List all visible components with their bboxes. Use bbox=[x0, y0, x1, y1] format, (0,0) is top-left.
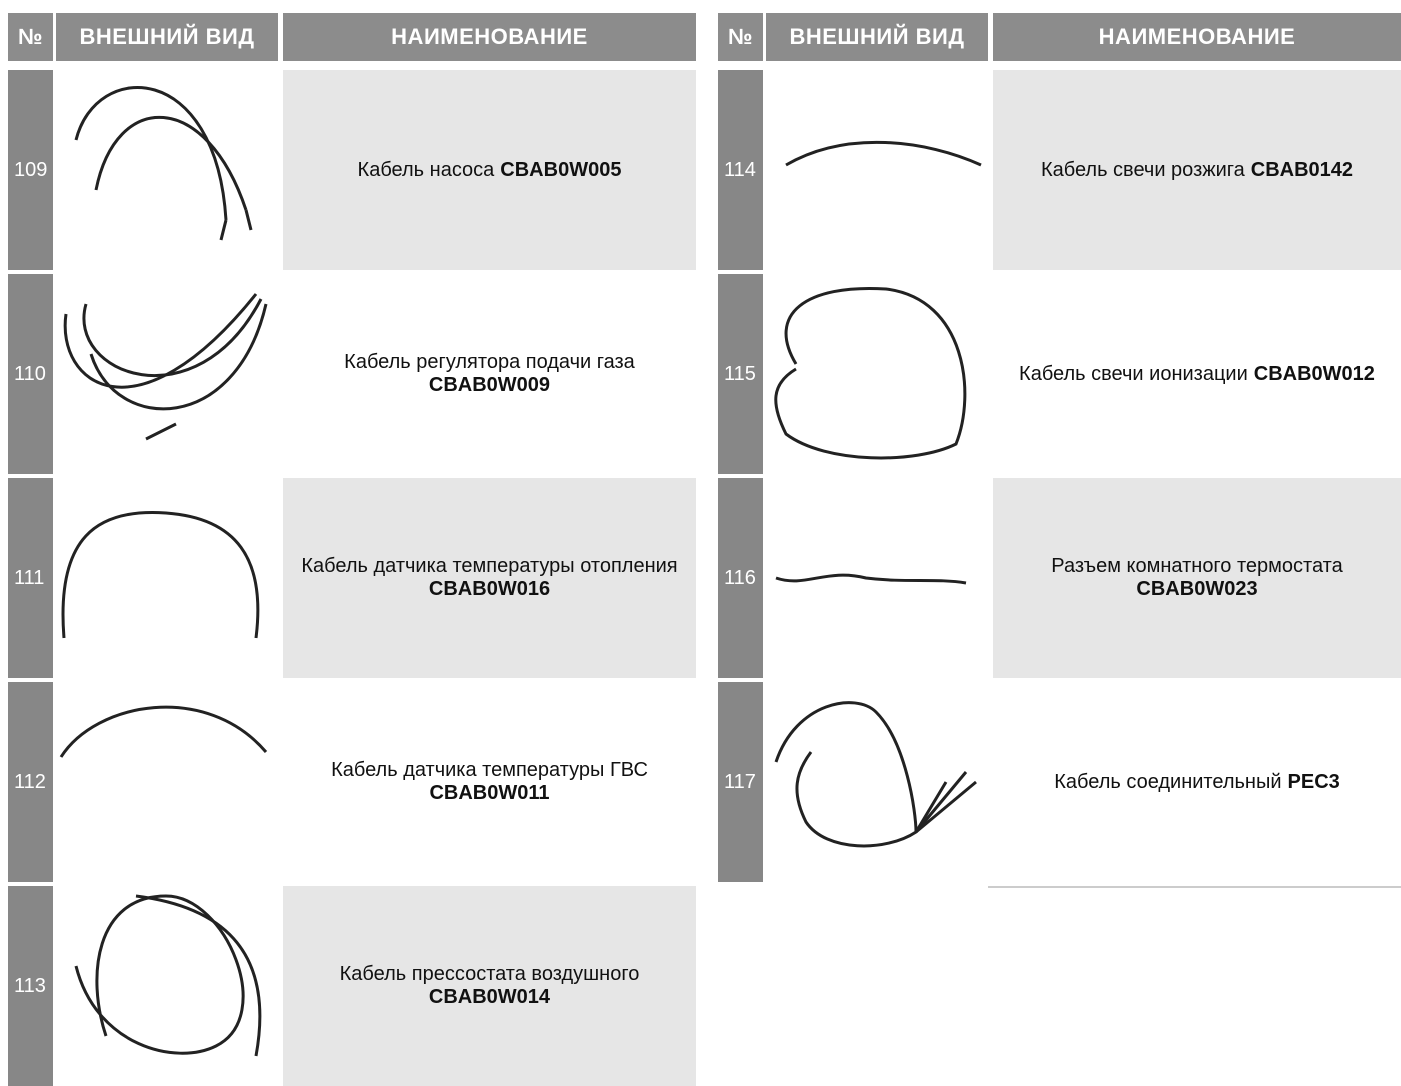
cable bbox=[915, 780, 977, 834]
cable bbox=[775, 573, 967, 585]
row-number: 110 bbox=[8, 274, 53, 474]
cable-drawing bbox=[74, 86, 253, 241]
product-image bbox=[766, 478, 988, 678]
product-image bbox=[766, 70, 988, 270]
name-text: Кабель насоса bbox=[357, 158, 495, 181]
cable bbox=[82, 298, 263, 377]
row-number: 113 bbox=[8, 886, 53, 1086]
cable-drawing bbox=[774, 701, 977, 848]
header-name: НАИМЕНОВАНИЕ bbox=[993, 13, 1401, 61]
row-number: 109 bbox=[8, 70, 53, 270]
product-image bbox=[56, 478, 278, 678]
name-text: Кабель датчика температуры отопления bbox=[301, 555, 678, 577]
header-appearance: ВНЕШНИЙ ВИД bbox=[766, 13, 988, 61]
cable-drawing bbox=[774, 286, 967, 460]
product-name-cell: Кабель насоса CBAB0W005 bbox=[283, 70, 696, 270]
row-number: 116 bbox=[718, 478, 763, 678]
name-text: Кабель свечи ионизации bbox=[1019, 362, 1248, 385]
cable bbox=[219, 219, 228, 241]
row-number: 115 bbox=[718, 274, 763, 474]
row-number: 111 bbox=[8, 478, 53, 678]
product-image bbox=[56, 274, 278, 474]
cable bbox=[785, 140, 982, 167]
header-name: НАИМЕНОВАНИЕ bbox=[283, 13, 696, 61]
cable-drawing bbox=[785, 140, 982, 167]
product-code: CBAB0142 bbox=[1250, 158, 1354, 181]
product-name-cell: Кабель соединительный PEC3 bbox=[993, 682, 1401, 882]
product-name-cell: Кабель регулятора подачи газа CBAB0W009 bbox=[283, 274, 696, 474]
product-image bbox=[766, 682, 988, 882]
product-image bbox=[766, 274, 988, 474]
name-text: Кабель соединительный bbox=[1054, 770, 1282, 793]
product-image bbox=[56, 70, 278, 270]
product-name: Кабель регулятора подачи газа CBAB0W009 bbox=[344, 351, 635, 397]
cable-drawing bbox=[63, 293, 268, 441]
product-image bbox=[56, 682, 278, 882]
product-code: CBAB0W009 bbox=[428, 374, 551, 396]
cable-drawing bbox=[74, 894, 262, 1057]
product-name-cell: Кабель прессостата воздушного CBAB0W014 bbox=[283, 886, 696, 1086]
cable bbox=[94, 116, 248, 211]
name-text: Кабель датчика температуры ГВС bbox=[331, 759, 648, 781]
name-text: Кабель регулятора подачи газа bbox=[344, 351, 635, 373]
product-name-cell: Кабель датчика температуры отопления CBAB… bbox=[283, 478, 696, 678]
cable bbox=[74, 894, 245, 1055]
cable bbox=[89, 303, 268, 411]
cable bbox=[61, 510, 260, 639]
cable bbox=[59, 705, 268, 758]
product-code: CBAB0W014 bbox=[428, 986, 551, 1008]
product-name: Кабель датчика температуры ГВС CBAB0W011 bbox=[331, 759, 648, 805]
cable bbox=[135, 894, 262, 1057]
cable bbox=[774, 701, 918, 848]
product-code: CBAB0W016 bbox=[428, 578, 551, 600]
row-number: 112 bbox=[8, 682, 53, 882]
product-name-cell: Кабель датчика температуры ГВС CBAB0W011 bbox=[283, 682, 696, 882]
cable-drawing bbox=[775, 573, 967, 585]
product-code: PEC3 bbox=[1287, 770, 1340, 793]
header-number: № bbox=[8, 13, 53, 61]
product-name-cell: Кабель свечи розжига CBAB0142 bbox=[993, 70, 1401, 270]
product-name: Кабель свечи ионизации CBAB0W012 bbox=[1019, 363, 1375, 386]
cable bbox=[63, 293, 258, 389]
header-number: № bbox=[718, 13, 763, 61]
cable-drawing bbox=[59, 705, 268, 758]
table-end-line bbox=[988, 886, 1401, 888]
cable bbox=[74, 86, 228, 221]
product-code: CBAB0W005 bbox=[500, 158, 622, 181]
product-name: Кабель прессостата воздушного CBAB0W014 bbox=[340, 963, 640, 1009]
product-code: CBAB0W023 bbox=[1136, 578, 1258, 600]
product-image bbox=[56, 886, 278, 1086]
name-text: Кабель свечи розжига bbox=[1040, 158, 1245, 181]
cable bbox=[914, 771, 968, 833]
row-number: 117 bbox=[718, 682, 763, 882]
product-name-cell: Кабель свечи ионизации CBAB0W012 bbox=[993, 274, 1401, 474]
cable bbox=[145, 422, 177, 441]
product-name: Кабель насоса CBAB0W005 bbox=[358, 159, 622, 182]
product-name: Разъем комнатного термостата CBAB0W023 bbox=[1051, 555, 1342, 601]
name-text: Разъем комнатного термостата bbox=[1051, 555, 1343, 577]
product-code: CBAB0W011 bbox=[429, 782, 550, 804]
product-name-cell: Разъем комнатного термостата CBAB0W023 bbox=[993, 478, 1401, 678]
cable bbox=[244, 209, 253, 231]
product-code: CBAB0W012 bbox=[1253, 362, 1375, 385]
product-name: Кабель свечи розжига CBAB0142 bbox=[1041, 159, 1353, 182]
row-number: 114 bbox=[718, 70, 763, 270]
cable bbox=[774, 286, 967, 460]
product-name: Кабель соединительный PEC3 bbox=[1054, 771, 1340, 794]
name-text: Кабель прессостата воздушного bbox=[339, 963, 640, 985]
header-appearance: ВНЕШНИЙ ВИД bbox=[56, 13, 278, 61]
product-name: Кабель датчика температуры отопления CBAB… bbox=[301, 555, 677, 601]
cable-drawing bbox=[61, 510, 260, 639]
